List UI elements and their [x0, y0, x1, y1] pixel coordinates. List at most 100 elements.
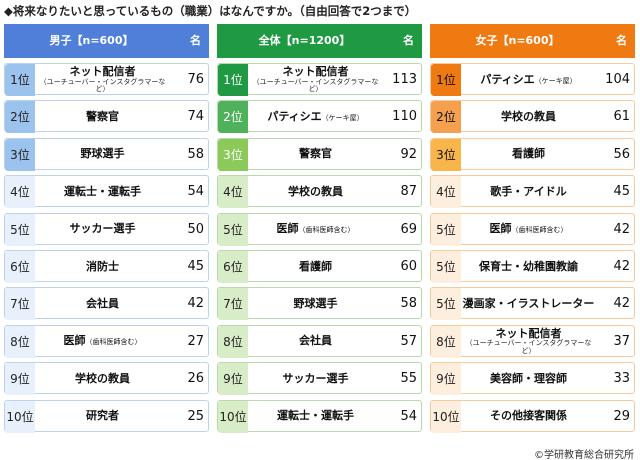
count-value: 58: [400, 296, 417, 312]
all-header-title: 全体【n=1200】: [258, 34, 351, 47]
job-note: （歯科医師含む）: [511, 226, 568, 235]
job-name: 警察官: [86, 110, 119, 124]
all-ranking-row: 2位 パティシエ（ケーキ屋） 110: [217, 100, 422, 134]
job-name-line: 医師（歯科医師含む）: [64, 335, 142, 348]
job-name-line: 野球選手: [294, 297, 338, 311]
job-name-line: 学校の教員: [501, 110, 556, 124]
job-name: その他接客関係: [490, 409, 567, 423]
count-value: 60: [400, 258, 417, 274]
job-cell: 医師（歯科医師含む）: [461, 214, 596, 246]
job-name-line: 美容師・理容師: [490, 371, 567, 386]
rank-label: 2位: [5, 101, 35, 134]
boys-ranking-row: 5位 サッカー選手 50: [4, 212, 209, 246]
job-name: 医師: [276, 222, 299, 236]
job-name: 医師: [489, 222, 512, 236]
job-name: ネット配信者: [282, 64, 349, 78]
job-cell: 医師（歯科医師含む）: [35, 326, 170, 358]
job-note: （ケーキ屋）: [534, 76, 577, 85]
job-name-line: サッカー選手: [70, 222, 136, 236]
job-name: 運転士・運転手: [277, 409, 354, 423]
job-name: サッカー選手: [282, 371, 349, 385]
count-value: 74: [187, 109, 204, 125]
job-name-line: ネット配信者: [69, 64, 136, 79]
job-cell: 学校の教員: [35, 363, 170, 395]
girls-ranking-row: 5位 漫画家・イラストレーター 42: [430, 287, 635, 321]
job-note: （ケーキ屋）: [321, 114, 364, 123]
rank-label: 4位: [431, 176, 461, 209]
job-cell: 会社員: [35, 288, 170, 320]
job-name: 看護師: [299, 259, 332, 273]
count-value: 29: [613, 408, 630, 424]
rank-label: 3位: [218, 138, 248, 171]
job-name-line: 医師（歯科医師含む）: [276, 222, 355, 236]
rank-label: 10位: [431, 400, 461, 433]
count-value: 33: [613, 371, 630, 387]
count-value: 57: [400, 333, 417, 349]
job-name-line: 会社員: [299, 335, 332, 348]
rank-label: 5位: [218, 213, 248, 246]
job-note: （歯科医師含む）: [298, 226, 355, 235]
rank-label: 6位: [218, 250, 248, 283]
rank-label: 2位: [218, 101, 248, 134]
job-cell: 看護師: [461, 139, 596, 171]
job-name: 歌手・アイドル: [490, 184, 567, 198]
count-value: 25: [187, 408, 204, 424]
job-cell: 学校の教員: [248, 176, 383, 208]
job-cell: 美容師・理容師: [461, 363, 596, 395]
boys-header-unit: 名: [190, 34, 201, 47]
job-cell: その他接客関係: [461, 401, 596, 433]
girls-ranking-row: 2位 学校の教員 61: [430, 100, 635, 134]
job-name: ネット配信者: [69, 64, 136, 78]
boys-ranking-row: 7位 会社員 42: [4, 287, 209, 321]
rank-label: 4位: [218, 176, 248, 209]
rank-label: 9位: [5, 363, 35, 396]
job-name-line: 看護師: [299, 259, 332, 274]
count-value: 45: [187, 258, 204, 274]
job-name-line: 学校の教員: [288, 185, 343, 199]
job-cell: 医師（歯科医師含む）: [248, 214, 383, 246]
rank-label: 6位: [5, 250, 35, 283]
job-name: 会社員: [86, 297, 119, 311]
count-value: 26: [187, 371, 204, 387]
rank-label: 9位: [218, 363, 248, 396]
rank-label: 8位: [431, 325, 461, 358]
page-title: ◆将来なりたいと思っているもの（職業）はなんですか。（自由回答で2つまで）: [4, 4, 417, 18]
count-value: 69: [400, 221, 417, 237]
boys-panel-header: 男子【n=600】 名: [4, 24, 209, 58]
boys-ranking-row: 10位 研究者 25: [4, 399, 209, 433]
count-value: 42: [613, 258, 630, 274]
girls-ranking-row: 5位 医師（歯科医師含む） 42: [430, 212, 635, 246]
count-value: 104: [605, 72, 630, 87]
rank-label: 4位: [5, 176, 35, 209]
count-value: 58: [187, 146, 204, 162]
job-name-line: 学校の教員: [75, 372, 130, 386]
girls-ranking-row: 3位 看護師 56: [430, 137, 635, 171]
girls-ranking-row: 1位 パティシエ（ケーキ屋） 104: [430, 63, 635, 96]
job-note: （歯科医師含む）: [85, 338, 142, 347]
job-name: 美容師・理容師: [490, 371, 567, 385]
count-value: 42: [613, 296, 630, 312]
job-subtitle: （ユーチューバー・インスタグラマーなど）: [252, 77, 379, 94]
count-value: 110: [392, 109, 417, 125]
all-ranking-row: 10位 運転士・運転手 54: [217, 399, 422, 433]
job-name-line: 研究者: [86, 409, 119, 423]
rank-label: 8位: [218, 325, 248, 358]
job-name-line: サッカー選手: [282, 371, 349, 386]
count-value: 113: [392, 72, 417, 87]
boys-ranking-row: 4位 運転士・運転手 54: [4, 175, 209, 209]
rank-label: 2位: [431, 101, 461, 134]
job-name-line: 運転士・運転手: [64, 185, 141, 199]
all-ranking-rows: 1位 ネット配信者 （ユーチューバー・インスタグラマーなど） 113 2位 パティシエ（ケ…: [217, 63, 422, 433]
job-name: 野球選手: [80, 147, 125, 161]
job-name-line: 警察官: [299, 148, 332, 161]
job-cell: 会社員: [248, 326, 383, 358]
girls-ranking-rows: 1位 パティシエ（ケーキ屋） 104 2位 学校の教員 61 3位 看護師 56 4位 歌手・アイド…: [430, 63, 635, 433]
count-value: 87: [400, 184, 417, 200]
job-cell: 看護師: [248, 251, 383, 283]
job-cell: 消防士: [35, 251, 170, 283]
job-name: パティシエ: [267, 110, 322, 124]
job-subtitle: （ユーチューバー・インスタグラマーなど）: [465, 339, 592, 356]
job-name-line: パティシエ（ケーキ屋）: [267, 110, 364, 124]
job-name: 看護師: [512, 147, 545, 161]
count-value: 54: [400, 408, 417, 424]
